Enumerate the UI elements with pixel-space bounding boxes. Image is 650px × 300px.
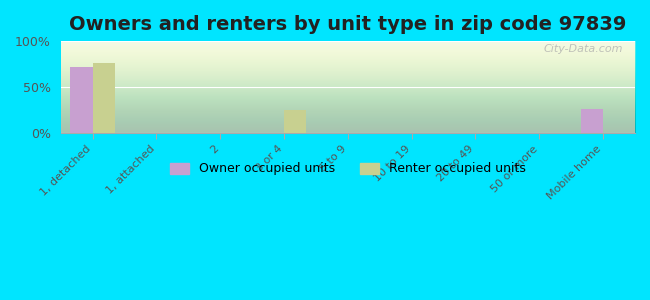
Bar [580,109,603,133]
Title: Owners and renters by unit type in zip code 97839: Owners and renters by unit type in zip c… [69,15,627,34]
Legend: Owner occupied units, Renter occupied units: Owner occupied units, Renter occupied un… [165,158,530,181]
Text: City-Data.com: City-Data.com [544,44,623,54]
Bar [284,110,306,133]
Bar [70,67,92,133]
Bar [92,63,115,133]
